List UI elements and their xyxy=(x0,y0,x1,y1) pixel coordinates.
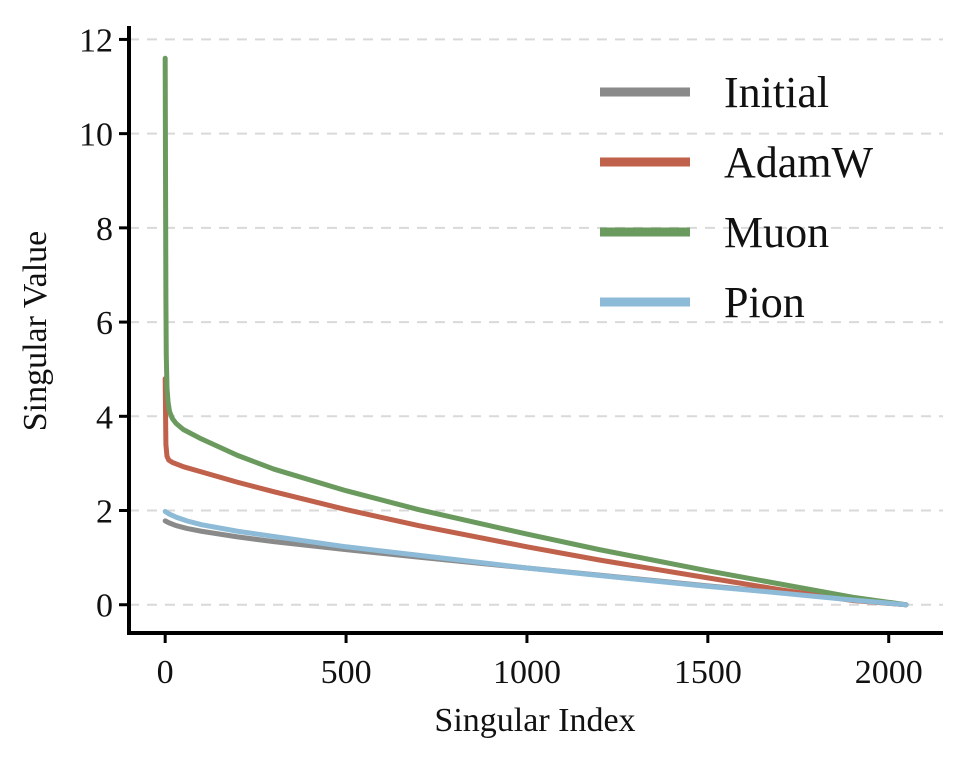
y-tick-label-10: 10 xyxy=(79,117,113,154)
y-tick-label-4: 4 xyxy=(96,399,113,436)
legend: Initial AdamW Muon Pion xyxy=(600,68,874,327)
y-tick-label-2: 2 xyxy=(96,494,113,531)
legend-label-muon: Muon xyxy=(724,208,829,257)
y-axis-title: Singular Value xyxy=(17,231,54,432)
y-axis-ticks: 0 2 4 6 8 10 12 xyxy=(79,22,129,625)
y-tick-label-8: 8 xyxy=(96,211,113,248)
series-line-muon xyxy=(162,55,909,608)
x-axis-title: Singular Index xyxy=(434,702,635,739)
series-lines xyxy=(162,55,909,608)
grid-lines xyxy=(129,38,943,606)
x-tick-label-0: 0 xyxy=(157,654,174,691)
y-tick-label-0: 0 xyxy=(96,588,113,625)
axes xyxy=(127,26,943,635)
legend-label-pion: Pion xyxy=(724,278,805,327)
legend-label-initial: Initial xyxy=(724,68,829,117)
x-tick-label-1500: 1500 xyxy=(674,654,742,691)
y-tick-label-12: 12 xyxy=(79,22,113,59)
x-tick-label-1000: 1000 xyxy=(493,654,561,691)
series-line-pion xyxy=(162,508,909,608)
legend-label-adamw: AdamW xyxy=(724,138,874,187)
x-tick-label-2000: 2000 xyxy=(855,654,923,691)
series-line-adamw xyxy=(162,376,909,608)
y-tick-label-6: 6 xyxy=(96,305,113,342)
x-axis-ticks: 0 500 1000 1500 2000 xyxy=(157,633,923,691)
x-tick-label-500: 500 xyxy=(321,654,372,691)
